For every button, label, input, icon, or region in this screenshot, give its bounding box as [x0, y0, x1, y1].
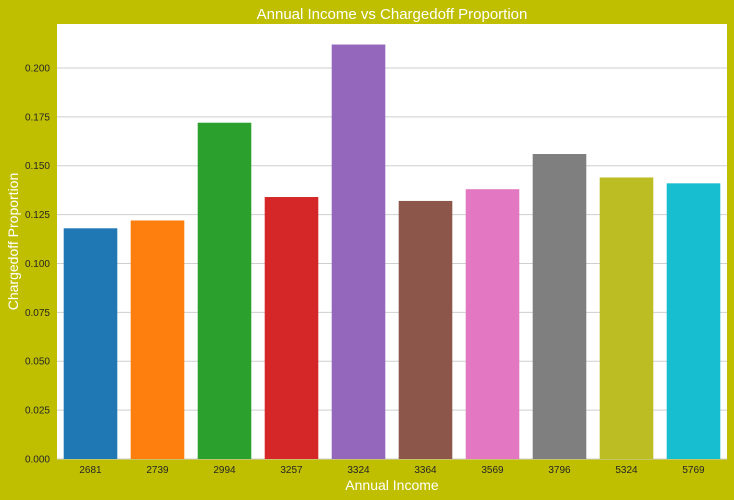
- x-tick-label: 2739: [146, 465, 169, 476]
- bar-3796: [532, 154, 587, 459]
- x-tick-label: 2994: [213, 465, 236, 476]
- x-tick-labels: 2681 2739 2994 3257 3324 3364 3569 3796 5324 5769: [79, 465, 705, 476]
- x-tick-label: 3796: [548, 465, 571, 476]
- bar-3364: [398, 200, 453, 459]
- bars: [63, 44, 721, 460]
- x-tick-label: 3257: [280, 465, 303, 476]
- y-tick-label: 0.025: [25, 406, 50, 417]
- x-tick-label: 3569: [481, 465, 504, 476]
- y-tick-label: 0.050: [25, 357, 50, 368]
- bar-2681: [63, 228, 118, 459]
- y-tick-label: 0.150: [25, 161, 50, 172]
- y-tick-label: 0.000: [25, 455, 50, 466]
- bar-2739: [130, 220, 185, 459]
- y-tick-label: 0.075: [25, 308, 50, 319]
- x-tick-label: 5324: [615, 465, 638, 476]
- bar-5324: [599, 177, 654, 459]
- chart-title: Annual Income vs Chargedoff Proportion: [257, 6, 528, 23]
- bar-3324: [331, 44, 386, 460]
- bar-3257: [264, 197, 319, 460]
- y-tick-label: 0.175: [25, 112, 50, 123]
- bar-3569: [465, 189, 520, 459]
- y-tick-labels: 0.000 0.025 0.050 0.075 0.100 0.125 0.150 0.175…: [25, 63, 50, 465]
- x-tick-label: 3324: [347, 465, 370, 476]
- x-tick-label: 2681: [79, 465, 102, 476]
- y-tick-label: 0.200: [25, 63, 50, 74]
- x-axis-label: Annual Income: [345, 477, 439, 493]
- bar-2994: [197, 122, 252, 459]
- y-tick-label: 0.100: [25, 259, 50, 270]
- x-tick-label: 5769: [682, 465, 705, 476]
- y-axis-label: Chargedoff Proportion: [5, 173, 21, 311]
- bar-5769: [666, 183, 721, 459]
- y-tick-label: 0.125: [25, 210, 50, 221]
- x-tick-label: 3364: [414, 465, 437, 476]
